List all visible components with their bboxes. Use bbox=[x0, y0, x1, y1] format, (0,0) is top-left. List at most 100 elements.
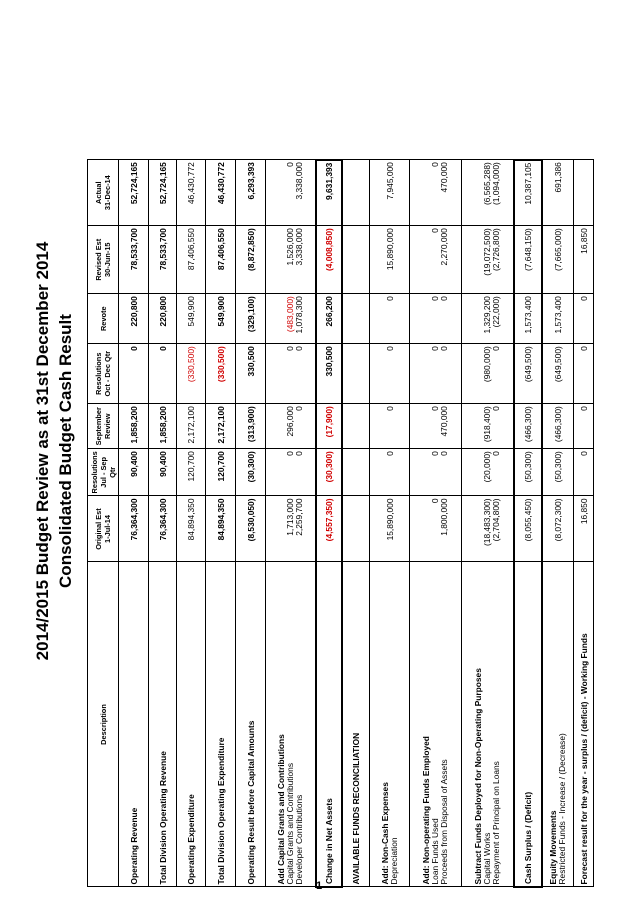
table-row: Add: Non-Cash Expenses Depreciation 15,8… bbox=[369, 159, 410, 887]
empty-cell bbox=[341, 448, 370, 496]
value-cell: 220,800 bbox=[118, 293, 149, 344]
table-row: Add: Non-operating Funds Employed Loan F… bbox=[409, 159, 462, 887]
row-label-group: Add: Non-Cash Expenses Depreciation bbox=[369, 562, 410, 887]
empty-cell bbox=[341, 403, 370, 449]
value: 470,000 bbox=[439, 162, 449, 193]
empty-cell bbox=[341, 293, 370, 344]
value-cell: 549,900 bbox=[205, 293, 236, 344]
value-cell: 330,500 bbox=[315, 343, 342, 404]
value-cell: 90,400 bbox=[148, 448, 177, 496]
value-cell: 7,945,000 bbox=[369, 159, 410, 226]
section-heading: AVAILABLE FUNDS RECONCILIATION bbox=[341, 562, 370, 887]
value-cell: 549,900 bbox=[176, 293, 206, 344]
table-row: Equity Movements Restricted Funds - Incr… bbox=[541, 159, 574, 887]
value-cell: 0 bbox=[148, 343, 177, 404]
value-cell: 76,364,300 bbox=[118, 496, 149, 562]
table-row: Total Division Operating Expenditure 84,… bbox=[205, 159, 236, 887]
value bbox=[277, 162, 286, 223]
value: 1,078,300 bbox=[293, 296, 304, 334]
value: 0 bbox=[430, 346, 440, 351]
value-cell: (4,557,350) bbox=[315, 496, 342, 562]
table-row: Change in Net Assets (4,557,350) (30,300)… bbox=[315, 159, 342, 887]
value-cell: 1,713,000 2,259,700 bbox=[265, 496, 316, 562]
value-cell: 15,890,000 bbox=[369, 496, 410, 562]
value: (1,094,000) bbox=[490, 162, 501, 206]
value-cell: (8,055,450) bbox=[513, 496, 542, 562]
header-line: Review bbox=[103, 413, 112, 439]
header-actual: Actual 31-Dec-14 bbox=[87, 159, 119, 226]
value-cell: (918,400) 0 bbox=[461, 403, 514, 449]
table-row: Total Division Operating Revenue 76,364,… bbox=[148, 159, 177, 887]
value: 470,000 bbox=[439, 406, 449, 437]
header-line: Original Est bbox=[94, 508, 103, 550]
value: 0 bbox=[490, 451, 501, 456]
table-row: Forecast result for the year - surplus /… bbox=[573, 159, 594, 887]
value-cell: 6,293,393 bbox=[235, 159, 266, 226]
value bbox=[422, 228, 431, 291]
value-cell: (313,900) bbox=[235, 403, 266, 449]
value bbox=[422, 346, 431, 401]
value-cell: 2,172,100 bbox=[205, 403, 236, 449]
value-cell: (7,665,000) bbox=[541, 225, 574, 294]
value: 0 bbox=[430, 451, 440, 456]
header-revote: Revote bbox=[87, 293, 119, 344]
header-september-review: September Review bbox=[87, 403, 119, 449]
table-row: Operating Revenue 76,364,300 90,400 1,858,… bbox=[118, 159, 149, 887]
value: (980,000) bbox=[481, 346, 492, 383]
value-cell: 0 3,338,000 bbox=[265, 159, 316, 226]
value-cell: 2,172,100 bbox=[176, 403, 206, 449]
value: (20,000) bbox=[481, 451, 492, 483]
budget-table: Description Original Est 1-Jul-14 Resolut… bbox=[87, 159, 594, 888]
value bbox=[422, 296, 431, 341]
value-cell: 76,364,300 bbox=[148, 496, 177, 562]
row-label: Change in Net Assets bbox=[315, 562, 342, 887]
value: 1,800,000 bbox=[439, 498, 449, 536]
header-line: Jul - Sep Qtr bbox=[98, 456, 117, 488]
value: (2,726,800) bbox=[490, 228, 501, 272]
report-subtitle: Consolidated Budget Cash Result bbox=[56, 314, 75, 588]
value-cell: (17,900) bbox=[315, 403, 342, 449]
value: 0 bbox=[293, 406, 304, 411]
header-line: Revised Est bbox=[94, 238, 103, 281]
row-label: Developer Contributions bbox=[293, 794, 304, 885]
value-cell: 220,800 bbox=[148, 293, 177, 344]
header-resolutions-q2: Resolutions Oct - Dec Qtr bbox=[87, 343, 119, 404]
value-cell: 78,533,700 bbox=[118, 225, 149, 294]
row-label: Proceeds from Disposal of Assets bbox=[439, 759, 449, 885]
value-cell: 0 bbox=[369, 293, 410, 344]
value-cell: 15,890,000 bbox=[369, 225, 410, 294]
row-label: Forecast result for the year - surplus /… bbox=[573, 562, 594, 887]
value-cell: 330,500 bbox=[235, 343, 266, 404]
value bbox=[277, 451, 286, 493]
empty-cell bbox=[341, 159, 370, 226]
value: 0 bbox=[490, 406, 501, 411]
value-cell: 46,430,772 bbox=[176, 159, 206, 226]
value bbox=[277, 346, 286, 401]
value-cell: 52,724,165 bbox=[118, 159, 149, 226]
value: (22,000) bbox=[490, 296, 501, 328]
table-row: Subtract Funds Deployed for Non-Operatin… bbox=[461, 159, 514, 887]
row-label: Operating Revenue bbox=[118, 562, 149, 887]
empty-cell bbox=[341, 496, 370, 562]
value-cell: (8,872,850) bbox=[235, 225, 266, 294]
value-cell: 0 bbox=[573, 448, 594, 496]
page-number: 1 bbox=[316, 880, 323, 892]
value-cell: (483,000) 1,078,300 bbox=[265, 293, 316, 344]
value-cell: 9,631,393 bbox=[315, 159, 342, 226]
value: 0 bbox=[293, 451, 304, 456]
value-cell: (649,500) bbox=[541, 343, 574, 404]
header-line: 31-Dec-14 bbox=[103, 175, 112, 211]
value-cell: 0 bbox=[369, 343, 410, 404]
value-cell: 0 1,800,000 bbox=[409, 496, 462, 562]
value: (2,704,800) bbox=[490, 498, 501, 542]
row-label: Restricted Funds - Increase / (Decrease) bbox=[556, 733, 567, 885]
value-cell: (466,300) bbox=[541, 403, 574, 449]
value: 0 bbox=[430, 296, 440, 301]
row-label: Cash Surplus / (Deficit) bbox=[513, 562, 542, 887]
row-label: Total Division Operating Revenue bbox=[148, 562, 177, 887]
value-cell: 120,700 bbox=[176, 448, 206, 496]
value: 0 bbox=[284, 451, 295, 456]
